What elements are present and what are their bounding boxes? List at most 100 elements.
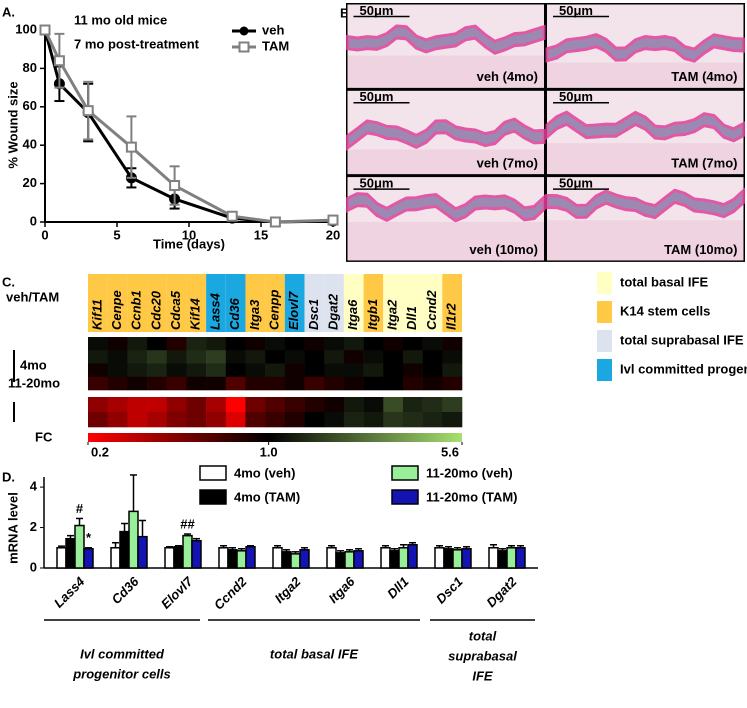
header-cell: [363, 274, 384, 332]
x-tick-label: Cd36: [108, 573, 142, 607]
heatmap-cell: [304, 412, 325, 428]
y-tick-label: 2: [30, 519, 37, 534]
heatmap-cell: [166, 376, 187, 391]
heatmap-cell: [265, 397, 286, 413]
heatmap-cell: [147, 350, 168, 364]
marker: [82, 105, 94, 117]
heatmap-cell: [127, 376, 148, 391]
gene-label: Cdca5: [168, 290, 183, 330]
header-cell: [206, 274, 226, 332]
error-bar: [139, 519, 146, 537]
heatmap-cell: [383, 376, 404, 391]
heatmap-cell: [127, 350, 148, 364]
heatmap-cell: [147, 412, 168, 428]
heatmap-cell: [107, 412, 128, 428]
micrograph-caption: veh (4mo): [477, 69, 538, 84]
bar: [56, 547, 67, 569]
error-bar: [112, 541, 119, 548]
scale-bar-label: 50μm: [360, 3, 394, 18]
heatmap-cell: [324, 397, 345, 413]
y-tick-label: 4: [30, 479, 38, 494]
heatmap-cell: [166, 397, 187, 413]
heatmap-cell: [166, 337, 187, 351]
micrograph-caption: TAM (7mo): [671, 156, 737, 171]
header-cell: [245, 274, 266, 332]
bar: [380, 547, 391, 569]
header-cell: [186, 274, 207, 332]
epidermis: [346, 117, 546, 151]
legend-swatch: [199, 489, 227, 505]
heatmap-cell: [245, 337, 266, 351]
heatmap-cell: [343, 397, 364, 413]
heatmap-cell: [127, 337, 148, 351]
legend-marker: [238, 41, 250, 53]
bar: [299, 549, 310, 569]
x-tick-label: Ccnd2: [211, 573, 250, 612]
heatmap-cell: [363, 350, 384, 364]
marker: [53, 55, 65, 67]
heatmap-cell: [442, 363, 463, 378]
y-tick-label: 20: [23, 175, 37, 190]
scale-bar-label: 50μm: [360, 176, 394, 191]
heatmap-cell: [324, 337, 345, 351]
y-tick-label: 0: [30, 213, 37, 228]
epidermis: [346, 24, 546, 55]
header-cell: [265, 274, 285, 332]
legend-swatch: [597, 359, 612, 381]
heatmap-cell: [304, 397, 325, 413]
heatmap-cell: [343, 363, 364, 378]
legend-swatch: [597, 301, 612, 323]
heatmap-cell: [304, 350, 325, 364]
header-cell: [107, 274, 128, 332]
heatmap-cell: [343, 350, 364, 364]
gene-label: Lass4: [207, 292, 222, 330]
colorbar-tick-label: 5.6: [441, 444, 459, 459]
legend-swatch: [597, 330, 612, 352]
micrograph-caption: TAM (4mo): [671, 69, 737, 84]
legend-label: total suprabasal IFE: [620, 332, 744, 347]
header-cell: [324, 274, 344, 332]
heatmap-cell: [363, 363, 384, 378]
heatmap-cell: [422, 363, 443, 378]
group-label: total: [469, 628, 497, 643]
heatmap-cell: [245, 412, 266, 428]
group-label: total basal IFE: [270, 646, 358, 661]
heatmap-cell: [225, 376, 246, 391]
heatmap-cell: [383, 397, 404, 413]
legend-swatch: [391, 489, 419, 505]
y-axis-label: mRNA level: [5, 492, 20, 564]
heatmap-cell: [363, 337, 384, 351]
gene-label: Itga3: [247, 299, 262, 330]
gene-label: Itga6: [345, 299, 360, 330]
y-tick-label: 100: [15, 21, 37, 36]
heatmap-cell: [245, 376, 266, 391]
heatmap-cell: [186, 350, 207, 364]
epidermis: [545, 33, 745, 63]
scale-bar-label: 50μm: [360, 89, 394, 104]
heatmap-cell: [88, 350, 108, 364]
heatmap-cell: [186, 337, 207, 351]
bar: [83, 548, 94, 569]
legend-swatch: [199, 465, 227, 481]
colorbar-tick-label: 1.0: [260, 444, 278, 459]
heatmap-cell: [363, 397, 384, 413]
bar: [128, 510, 139, 569]
x-tick-label: 15: [254, 227, 268, 242]
gene-label: Cdc20: [148, 290, 163, 330]
gene-label: Elovl7: [286, 291, 301, 330]
heatmap-cell: [324, 363, 345, 378]
heatmap-cell: [206, 376, 227, 391]
heatmap-cell: [265, 412, 286, 428]
heatmap-cell: [442, 412, 463, 428]
heatmap-cell: [88, 337, 108, 351]
gene-label: Kif11: [89, 299, 104, 330]
bar: [191, 539, 202, 569]
heatmap-cell: [186, 376, 207, 391]
bar: [443, 548, 454, 569]
legend-swatch: [391, 465, 419, 481]
heatmap-cell: [127, 363, 148, 378]
heatmap-cell: [88, 412, 108, 428]
group-label: 11-20mo: [8, 375, 60, 390]
heatmap-cell: [284, 412, 305, 428]
heatmap-cell: [304, 337, 325, 351]
